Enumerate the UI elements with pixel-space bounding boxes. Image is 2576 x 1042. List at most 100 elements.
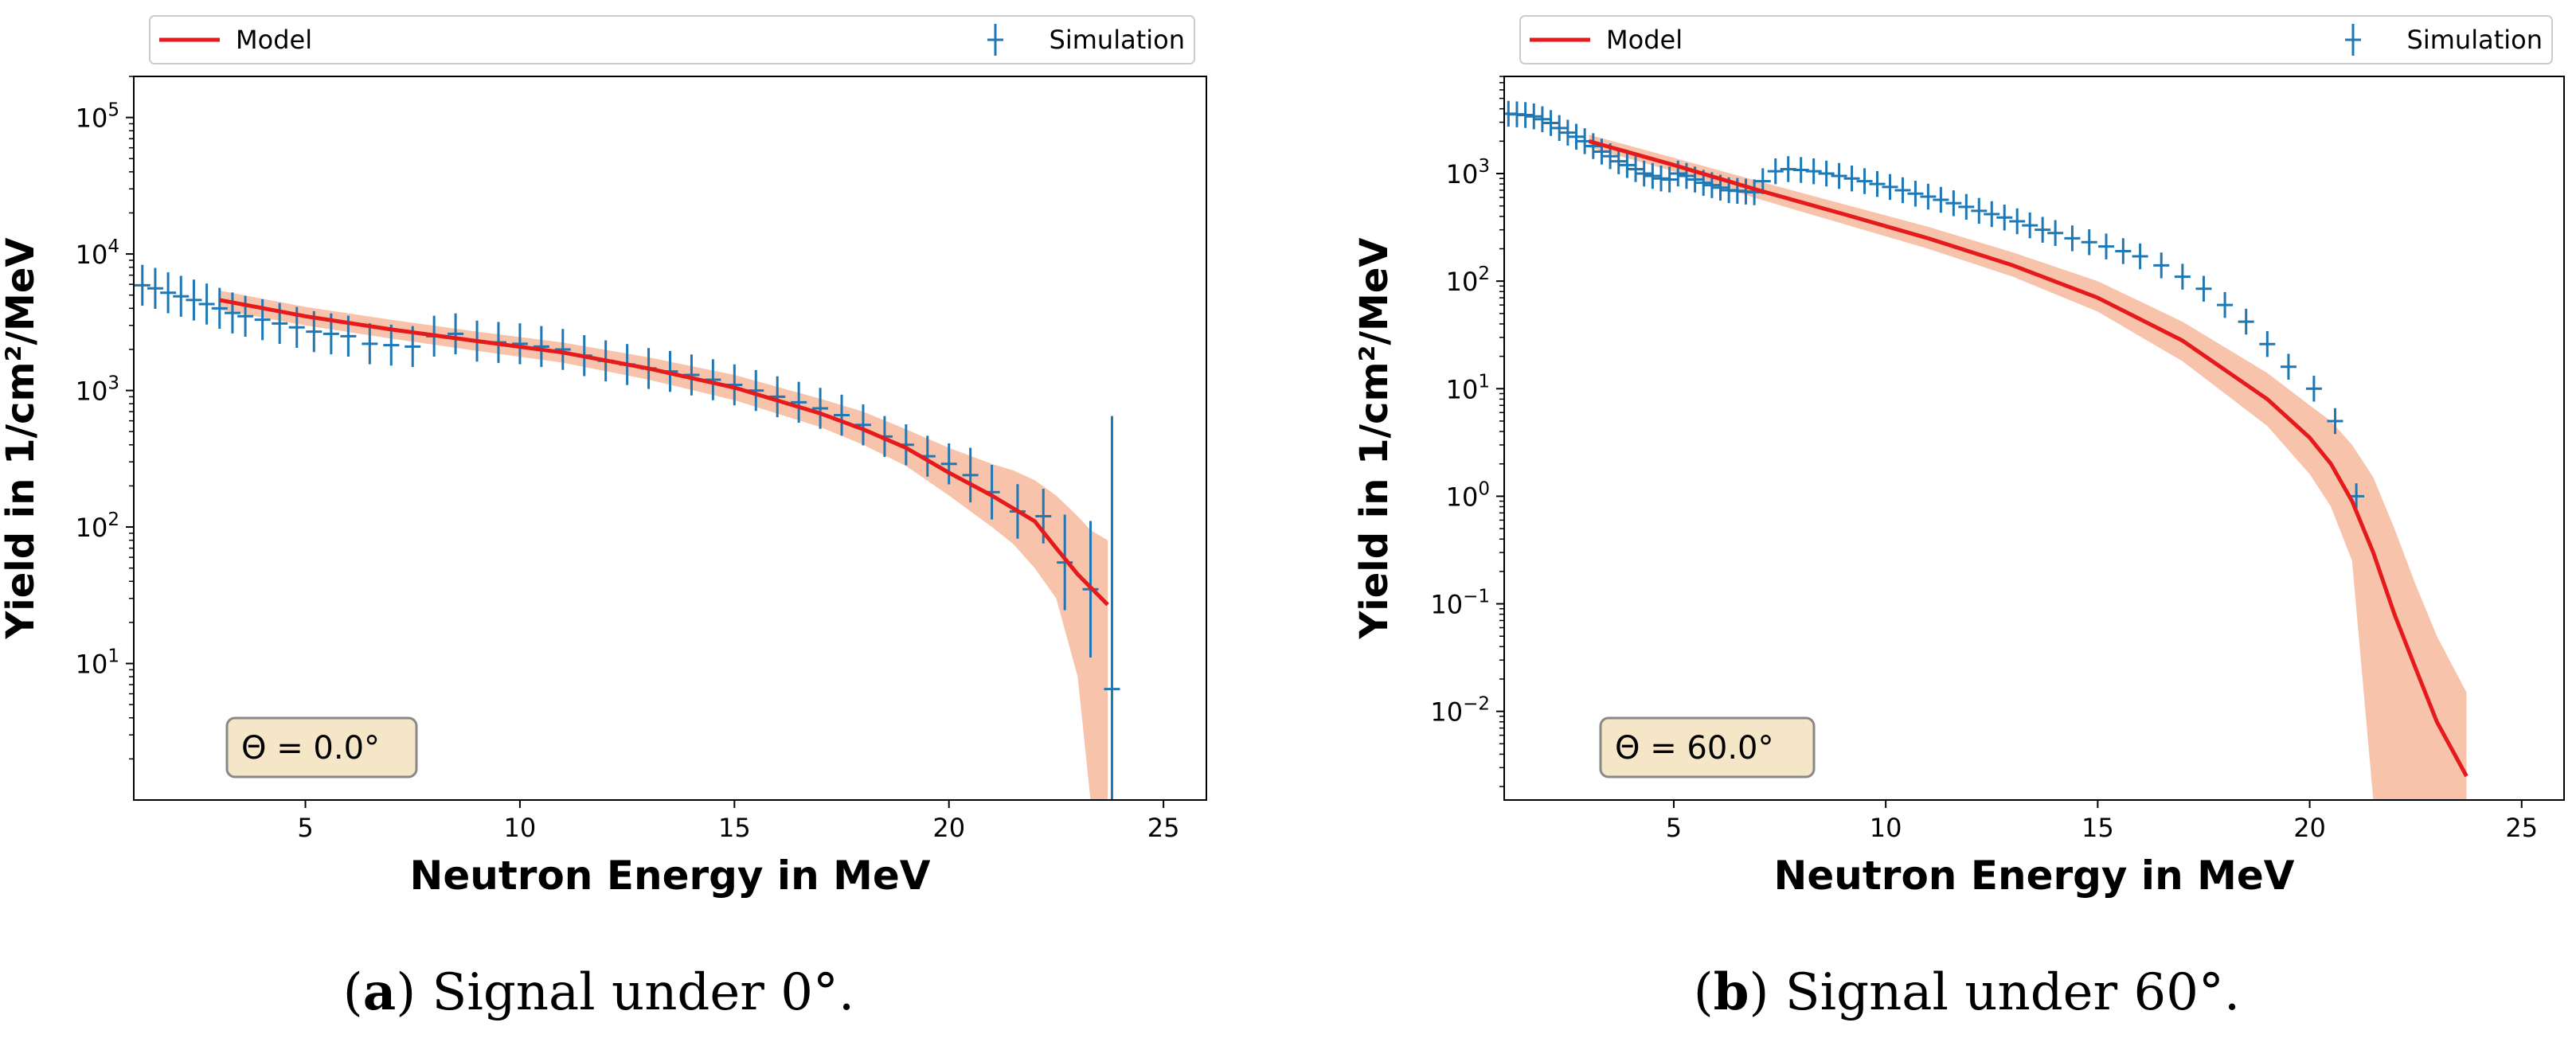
- simulation-point: [1856, 168, 1873, 194]
- y-tick-label: 10−2: [1430, 694, 1490, 728]
- simulation-point: [224, 292, 240, 334]
- simulation-point: [2009, 208, 2026, 235]
- axes-frame: [1503, 76, 2565, 801]
- simulation-point: [1792, 157, 1809, 183]
- legend-simulation-swatch: [2345, 24, 2361, 56]
- simulation-point: [1984, 201, 2000, 228]
- simulation-point: [254, 299, 271, 341]
- simulation-point: [2305, 376, 2322, 402]
- annotation-box: [225, 716, 418, 779]
- simulation-point: [854, 404, 871, 446]
- y-tick-label: 105: [76, 100, 119, 134]
- x-tick-label: 15: [718, 813, 751, 843]
- simulation-point: [1551, 115, 1568, 142]
- simulation-point: [198, 283, 215, 325]
- simulation-point: [2098, 233, 2115, 260]
- simulation-point: [1920, 183, 1937, 210]
- simulation-point: [533, 326, 549, 368]
- simulation-point: [1644, 162, 1661, 189]
- simulation-point: [2238, 308, 2254, 335]
- y-axis-label: Yield in 1/cm²/MeV: [1352, 237, 1397, 639]
- angle-annotation: Θ = 60.0°: [1599, 716, 1816, 779]
- legend-box: [149, 15, 1195, 64]
- simulation-series: [1504, 100, 2365, 509]
- annotation-box: [1599, 716, 1816, 779]
- legend: Model Simulation: [149, 15, 1195, 64]
- simulation-point: [1636, 160, 1652, 187]
- simulation-point: [2217, 291, 2234, 318]
- simulation-point: [1933, 186, 1949, 213]
- simulation-point: [2174, 263, 2191, 290]
- simulation-point: [134, 264, 150, 306]
- legend-simulation-swatch: [987, 24, 1003, 56]
- simulation-point: [2327, 408, 2343, 435]
- y-tick-label: 101: [76, 646, 119, 680]
- axes-frame: [133, 76, 1207, 801]
- simulation-point: [1971, 197, 1988, 224]
- legend: Model Simulation: [1519, 15, 2553, 64]
- simulation-point: [1619, 152, 1636, 178]
- simulation-point: [1818, 160, 1835, 187]
- annotation-text: Θ = 0.0°: [241, 730, 380, 767]
- simulation-point: [2115, 238, 2132, 264]
- simulation-point: [147, 267, 163, 309]
- simulation-point: [2153, 252, 2170, 279]
- model-uncertainty-band: [1589, 135, 2467, 800]
- simulation-point: [1945, 190, 1962, 217]
- x-tick-label: 5: [297, 813, 313, 843]
- simulation-point: [1907, 181, 1924, 207]
- y-tick-label: 101: [1446, 371, 1490, 404]
- legend-simulation-label: Simulation: [2407, 25, 2543, 55]
- y-tick-label: 10−1: [1430, 587, 1490, 620]
- y-tick-label: 102: [76, 509, 119, 543]
- simulation-point: [2047, 220, 2064, 246]
- y-tick-label: 102: [1446, 263, 1490, 297]
- x-tick-label: 20: [932, 813, 965, 843]
- simulation-point: [2259, 330, 2276, 357]
- simulation-point: [940, 443, 957, 485]
- x-tick-label: 15: [2082, 813, 2114, 843]
- simulation-point: [1831, 162, 1847, 189]
- x-axis-label: Neutron Energy in MeV: [410, 853, 931, 899]
- simulation-point: [2081, 229, 2097, 256]
- simulation-point: [1526, 103, 1542, 130]
- y-tick-label: 100: [1446, 478, 1490, 512]
- x-tick-label: 20: [2293, 813, 2326, 843]
- simulation-point: [834, 394, 850, 436]
- y-tick-label: 103: [76, 373, 119, 407]
- subfigure-caption: (a) Signal under 0°.: [343, 962, 855, 1022]
- simulation-point: [554, 329, 571, 370]
- simulation-point: [2035, 217, 2051, 243]
- simulation-point: [1661, 166, 1678, 193]
- simulation-point: [2195, 275, 2212, 302]
- simulation-point: [1767, 158, 1784, 185]
- plot-area: [1504, 100, 2469, 800]
- subfigure-caption: (b) Signal under 60°.: [1694, 962, 2241, 1022]
- y-tick-label: 103: [1446, 156, 1490, 189]
- simulation-point: [791, 381, 807, 423]
- x-tick-label: 5: [1666, 813, 1682, 843]
- plot-area: [134, 264, 1120, 800]
- simulation-series: [134, 264, 1120, 800]
- legend-box: [1519, 15, 2553, 64]
- simulation-point: [1568, 123, 1585, 150]
- simulation-point: [1104, 416, 1120, 800]
- simulation-point: [362, 323, 378, 365]
- simulation-point: [1882, 174, 1898, 201]
- simulation-point: [1996, 205, 2013, 231]
- simulation-point: [1894, 177, 1911, 204]
- simulation-point: [173, 275, 190, 317]
- model-line: [219, 298, 1109, 607]
- x-axis-label: Neutron Energy in MeV: [1774, 853, 2295, 899]
- simulation-point: [511, 323, 528, 365]
- simulation-point: [2280, 353, 2297, 380]
- legend-simulation-label: Simulation: [1050, 25, 1185, 55]
- simulation-point: [1843, 165, 1860, 192]
- simulation-point: [1869, 170, 1886, 197]
- model-line: [1588, 139, 2469, 778]
- chart-panel-2: 5 10 15 20 25 10−2 10−1 100 101 102 103 Neutron Ene…: [1352, 15, 2565, 1022]
- simulation-point: [1610, 148, 1627, 174]
- x-tick-label: 25: [1147, 813, 1180, 843]
- simulation-point: [237, 295, 254, 337]
